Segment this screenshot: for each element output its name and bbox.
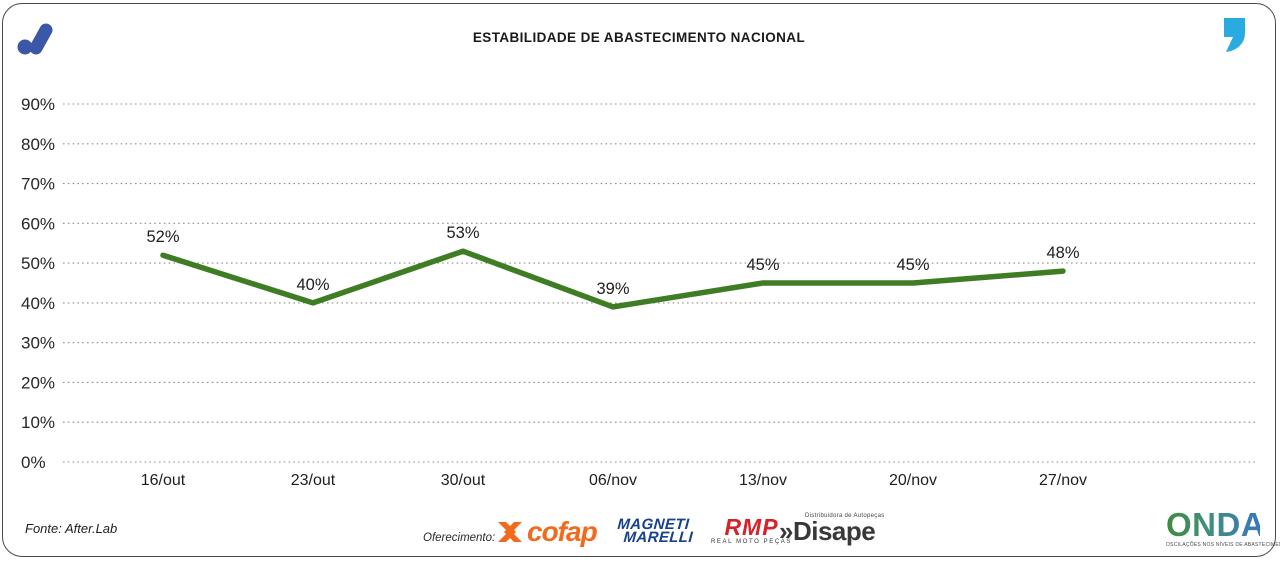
afterlab-logo-icon — [17, 23, 53, 55]
rmp-wordmark: RMP — [724, 514, 779, 540]
cofap-x-icon — [498, 522, 522, 542]
source-note: Fonte: After.Lab — [25, 521, 118, 536]
y-tick-label: 0% — [21, 453, 46, 472]
point-label: 45% — [746, 256, 779, 274]
magneti-line2: MARELLI — [622, 529, 694, 546]
sponsor-label: Oferecimento: — [423, 532, 496, 544]
cofap-wordmark: cofap — [527, 516, 598, 547]
y-tick-label: 40% — [21, 294, 55, 313]
y-tick-label: 30% — [21, 334, 55, 353]
y-tick-label: 10% — [21, 413, 55, 432]
point-label: 40% — [296, 276, 329, 294]
onda-logo: ONDA OSCILAÇÕES NOS NÍVEIS DE ABASTECIME… — [1166, 506, 1280, 548]
sponsor-logo-magneti-marelli: MAGNETI MARELLI — [616, 516, 694, 546]
point-label: 39% — [596, 280, 629, 298]
onda-wordmark: ONDA — [1166, 506, 1266, 543]
x-tick-label: 06/nov — [589, 472, 637, 489]
y-tick-label: 80% — [21, 135, 55, 154]
x-tick-label: 30/out — [441, 472, 486, 489]
x-tick-label: 20/nov — [889, 472, 937, 489]
point-label: 48% — [1046, 244, 1079, 262]
sponsor-logo-disape: Distribuidora de Autopeças »Disape — [779, 513, 885, 546]
disape-wordmark: »Disape — [779, 516, 885, 546]
point-label: 53% — [446, 224, 479, 242]
point-label: 52% — [146, 228, 179, 246]
x-tick-label: 27/nov — [1039, 472, 1087, 489]
point-label: 45% — [896, 256, 929, 274]
y-tick-label: 90% — [21, 95, 55, 114]
rmp-subtitle: REAL MOTO PEÇAS — [711, 539, 793, 545]
x-tick-label: 16/out — [141, 472, 186, 489]
sponsor-logo-cofap: cofap — [497, 516, 598, 548]
x-tick-label: 23/out — [291, 472, 336, 489]
report-card: ESTABILIDADE DE ABASTECIMENTO NACIONAL 9… — [2, 3, 1280, 557]
line-chart: 90% 80% 70% 60% 50% 40% 30% 20% 10% 0% 52% 40% 53% 39… — [21, 95, 1255, 489]
disape-subtitle: Distribuidora de Autopeças — [805, 513, 885, 519]
quote-brand-icon — [1224, 18, 1245, 52]
y-tick-label: 70% — [21, 175, 55, 194]
disape-name: Disape — [792, 516, 876, 546]
y-tick-label: 20% — [21, 373, 55, 392]
disape-chevrons: » — [779, 516, 793, 546]
series-line — [160, 248, 1066, 310]
chart-title: ESTABILIDADE DE ABASTECIMENTO NACIONAL — [472, 30, 806, 45]
onda-caption: OSCILAÇÕES NOS NÍVEIS DE ABASTECIMENTO E… — [1166, 542, 1280, 548]
y-tick-label: 50% — [21, 254, 55, 273]
x-tick-label: 13/nov — [739, 472, 787, 489]
sponsor-logo-rmp: RMP REAL MOTO PEÇAS — [711, 514, 793, 546]
y-tick-label: 60% — [21, 214, 55, 233]
